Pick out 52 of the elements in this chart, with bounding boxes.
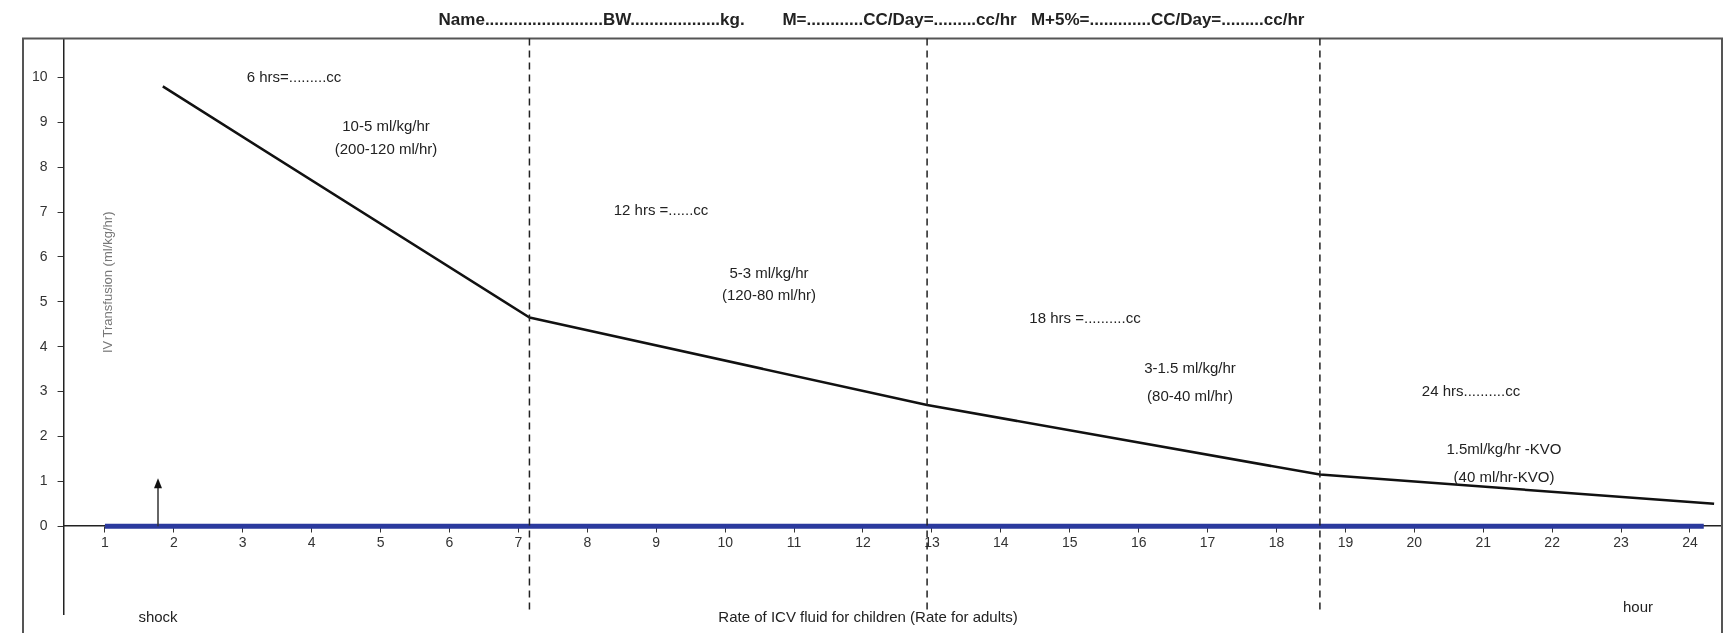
x-tick-label: 13 bbox=[924, 534, 940, 551]
x-tick-label: 22 bbox=[1544, 534, 1561, 551]
annotation: 1.5ml/kg/hr -KVO bbox=[1446, 440, 1562, 458]
x-tick-label: 5 bbox=[376, 534, 385, 551]
x-tick-label: 8 bbox=[583, 534, 592, 551]
annotation: (80-40 ml/hr) bbox=[1147, 387, 1233, 405]
x-tick-label: 21 bbox=[1475, 534, 1492, 551]
y-tick-label: 3 bbox=[39, 382, 48, 399]
annotation: 24 hrs..........cc bbox=[1421, 382, 1521, 400]
y-tick-label: 1 bbox=[39, 472, 48, 489]
y-tick-label: 10 bbox=[31, 68, 48, 85]
x-tick-label: 16 bbox=[1130, 534, 1147, 551]
chart-title: Name.........................BW...................kg. M=............CC/Day=.........cc/hr M+5%=.............CC/Day=.........cc/hr bbox=[438, 9, 1305, 29]
annotation: 12 hrs =......cc bbox=[613, 201, 709, 219]
x-tick-label: 4 bbox=[307, 534, 316, 551]
x-tick-label: 11 bbox=[786, 534, 802, 551]
x-axis-title: Rate of ICV fluid for children (Rate for adults) bbox=[718, 608, 1018, 626]
y-tick-label: 0 bbox=[39, 517, 48, 534]
x-tick-label: 6 bbox=[445, 534, 454, 551]
x-tick-label: 14 bbox=[993, 534, 1009, 551]
x-tick-label: 24 bbox=[1682, 534, 1698, 551]
x-tick-label: 9 bbox=[652, 534, 661, 551]
annotation: 3-1.5 ml/kg/hr bbox=[1144, 359, 1236, 377]
x-tick-label: 17 bbox=[1199, 534, 1216, 551]
annotation: hour bbox=[1622, 598, 1654, 616]
x-tick-label: 10 bbox=[717, 534, 734, 551]
x-tick-label: 12 bbox=[855, 534, 871, 551]
y-tick-label: 4 bbox=[39, 337, 48, 354]
x-tick-label: 1 bbox=[101, 534, 110, 551]
x-tick-label: 7 bbox=[514, 534, 523, 551]
y-tick-label: 6 bbox=[39, 247, 48, 264]
y-tick-label: 2 bbox=[39, 427, 48, 444]
y-axis-title: IV Transfusion (ml/kg/hr) bbox=[100, 211, 116, 354]
x-tick-label: 15 bbox=[1061, 534, 1078, 551]
x-tick-label: 19 bbox=[1337, 534, 1354, 551]
annotation: (40 ml/hr-KVO) bbox=[1453, 468, 1555, 486]
annotation: shock bbox=[138, 608, 179, 626]
annotation: 10-5 ml/kg/hr bbox=[342, 117, 430, 135]
annotation: (200-120 ml/hr) bbox=[334, 140, 438, 158]
annotation: 18 hrs =..........cc bbox=[1029, 309, 1142, 327]
annotation: 6 hrs=.........cc bbox=[246, 68, 342, 86]
x-tick-label: 3 bbox=[238, 534, 247, 551]
y-tick-label: 9 bbox=[39, 113, 48, 130]
x-tick-label: 20 bbox=[1406, 534, 1423, 551]
x-tick-label: 23 bbox=[1613, 534, 1630, 551]
annotation: 5-3 ml/kg/hr bbox=[729, 264, 809, 282]
y-tick-label: 7 bbox=[39, 202, 48, 219]
annotation: (120-80 ml/hr) bbox=[721, 286, 817, 304]
y-tick-label: 5 bbox=[39, 292, 48, 309]
x-tick-label: 2 bbox=[169, 534, 178, 551]
x-tick-label: 18 bbox=[1268, 534, 1285, 551]
y-tick-label: 8 bbox=[39, 158, 48, 175]
